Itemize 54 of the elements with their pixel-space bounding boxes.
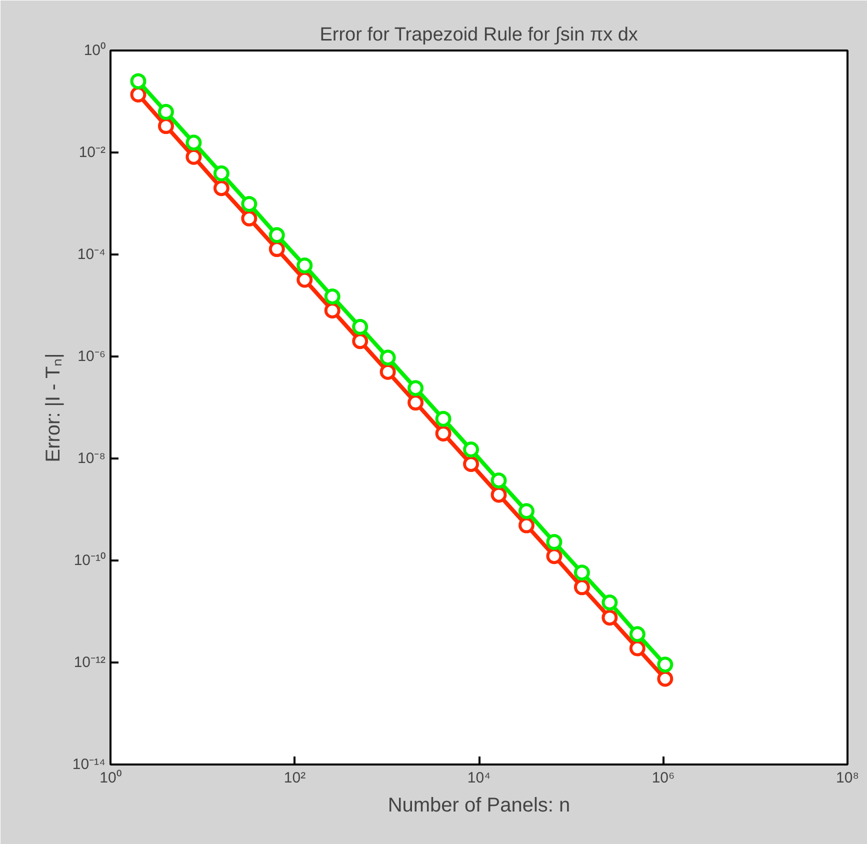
point bbox=[130, 73, 146, 90]
point bbox=[296, 257, 313, 274]
point bbox=[574, 579, 590, 596]
point bbox=[241, 196, 258, 212]
y-tick-label: 10⁻⁶ bbox=[78, 348, 106, 365]
point bbox=[324, 288, 340, 305]
point bbox=[602, 594, 618, 611]
point bbox=[657, 656, 674, 673]
point bbox=[518, 517, 534, 534]
y-tick-label: 10⁻¹² bbox=[74, 654, 106, 671]
x-axis-title: Number of Panels: n bbox=[388, 794, 570, 816]
x-tick-label: 10⁶ bbox=[652, 770, 675, 786]
point bbox=[380, 350, 396, 366]
point bbox=[352, 318, 368, 335]
point bbox=[463, 442, 480, 458]
x-tick-label: 10⁴ bbox=[467, 770, 491, 786]
point bbox=[268, 241, 285, 258]
point bbox=[296, 272, 313, 288]
point bbox=[602, 610, 618, 626]
point bbox=[186, 134, 202, 151]
point bbox=[324, 302, 340, 318]
point bbox=[546, 534, 562, 550]
y-tick-label: 10⁰ bbox=[84, 42, 106, 59]
point bbox=[130, 86, 146, 103]
y-tick-label: 10⁻¹⁰ bbox=[74, 552, 106, 569]
point bbox=[268, 227, 285, 244]
point bbox=[158, 104, 174, 120]
point bbox=[352, 333, 368, 350]
point bbox=[380, 364, 396, 380]
point bbox=[490, 472, 507, 489]
point bbox=[213, 180, 230, 196]
point bbox=[490, 486, 507, 503]
y-tick-label: 10⁻⁸ bbox=[77, 450, 106, 467]
y-axis-title: Error: |I - Tₙ| bbox=[42, 353, 64, 462]
point bbox=[408, 380, 424, 396]
point bbox=[241, 210, 258, 226]
y-tick-label: 10⁻⁴ bbox=[77, 246, 106, 263]
point bbox=[546, 548, 562, 564]
point bbox=[657, 670, 674, 687]
chart-title: Error for Trapezoid Rule for ∫sin πx dx bbox=[320, 24, 638, 46]
point bbox=[158, 118, 174, 134]
point bbox=[629, 626, 646, 642]
x-tick-label: 10² bbox=[284, 770, 306, 786]
point bbox=[574, 564, 590, 581]
point bbox=[408, 394, 424, 411]
point bbox=[629, 640, 646, 656]
point bbox=[518, 503, 534, 520]
point bbox=[186, 148, 202, 165]
point bbox=[435, 425, 452, 442]
point bbox=[213, 165, 230, 182]
point bbox=[463, 456, 480, 472]
y-tick-label: 10⁻² bbox=[78, 144, 106, 161]
point bbox=[435, 410, 452, 427]
x-tick-label: 10⁸ bbox=[836, 770, 860, 786]
